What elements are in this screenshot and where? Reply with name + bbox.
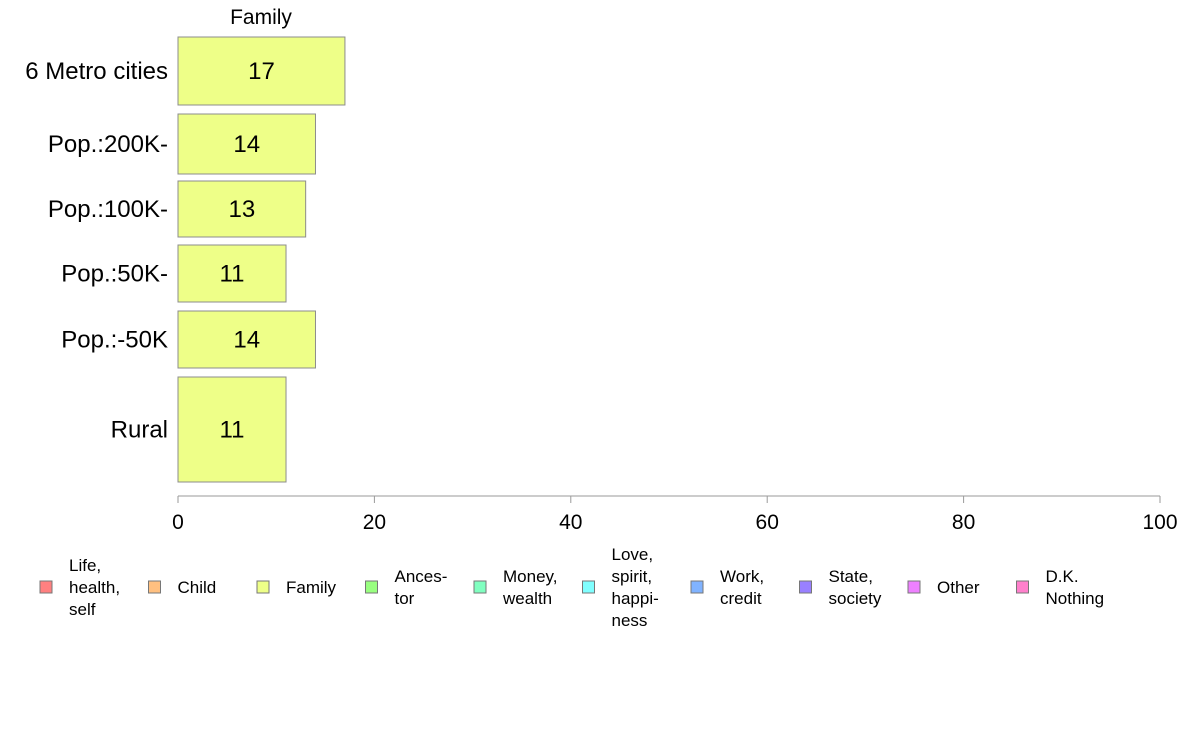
legend-label-line: Ances- [395, 567, 448, 586]
legend-swatch-1 [148, 580, 161, 594]
legend-swatch-2 [256, 580, 270, 594]
chart-title: Family [230, 6, 292, 29]
legend-label-line: Work, [720, 567, 764, 586]
legend-label-line: Money, [503, 567, 558, 586]
legend-label-line: tor [395, 589, 415, 608]
value-label-5: 11 [220, 417, 245, 444]
legend-label-line: D.K. [1046, 567, 1079, 586]
legend-label-0: Life, health, self [69, 556, 120, 619]
legend-label-line: Love, [612, 545, 654, 564]
legend-label-line: ness [612, 611, 648, 630]
legend-swatch-6 [690, 580, 704, 594]
x-tick-label-0: 0 [172, 511, 184, 534]
legend-swatch-5 [582, 580, 595, 594]
legend-label-line: society [829, 589, 882, 608]
x-tick-label-3: 60 [756, 511, 779, 534]
category-label-1: Pop.:200K- [48, 131, 168, 158]
category-label-4: Pop.:-50K [61, 327, 168, 354]
legend-label-8: Other [937, 578, 980, 597]
legend-label-line: happi- [612, 589, 659, 608]
x-tick-label-2: 40 [559, 511, 582, 534]
legend-label-4: Money, wealth [502, 567, 558, 608]
category-label-0: 6 Metro cities [25, 58, 168, 85]
value-label-3: 11 [220, 261, 245, 288]
category-label-2: Pop.:100K- [48, 196, 168, 223]
bar-0 [177, 36, 346, 106]
legend-label-line: Nothing [1046, 589, 1105, 608]
legend-swatch-9 [1016, 580, 1029, 594]
legend-label-line: self [69, 600, 96, 619]
value-label-0: 17 [248, 58, 275, 85]
category-label-3: Pop.:50K- [61, 261, 168, 288]
legend-label-5: Love, spirit, happi-ness [612, 545, 659, 630]
bar-4 [177, 310, 316, 369]
legend-label-line: Child [178, 578, 217, 597]
value-label-2: 13 [228, 196, 255, 223]
legend-label-3: Ances-tor [395, 567, 448, 608]
x-tick-label-4: 80 [952, 511, 975, 534]
legend-swatch-8 [907, 580, 921, 594]
legend-label-1: Child [178, 578, 217, 597]
legend-label-line: Family [286, 578, 337, 597]
bar-1 [177, 113, 316, 175]
legend-swatch-0 [39, 580, 53, 594]
legend-label-line: health, [69, 578, 120, 597]
legend-swatch-7 [799, 580, 812, 594]
legend-label-line: spirit, [612, 567, 653, 586]
value-label-4: 14 [233, 327, 260, 354]
legend-label-line: credit [720, 589, 762, 608]
legend-label-line: wealth [502, 589, 552, 608]
legend-label-6: Work, credit [720, 567, 764, 608]
bar-2 [177, 180, 307, 238]
legend-label-9: D.K. Nothing [1046, 567, 1105, 608]
legend-label-line: Other [937, 578, 980, 597]
bar-3 [177, 244, 287, 303]
legend-label-line: State, [829, 567, 873, 586]
legend-label-7: State, society [829, 567, 882, 608]
bar-5 [177, 376, 287, 483]
category-label-5: Rural [111, 417, 168, 444]
value-label-1: 14 [233, 131, 260, 158]
legend-label-line: Life, [69, 556, 101, 575]
x-tick-label-5: 100 [1142, 511, 1177, 534]
legend-label-2: Family [286, 578, 337, 597]
legend-swatch-3 [365, 580, 378, 594]
x-tick-label-1: 20 [363, 511, 386, 534]
legend-swatch-4 [473, 580, 487, 594]
